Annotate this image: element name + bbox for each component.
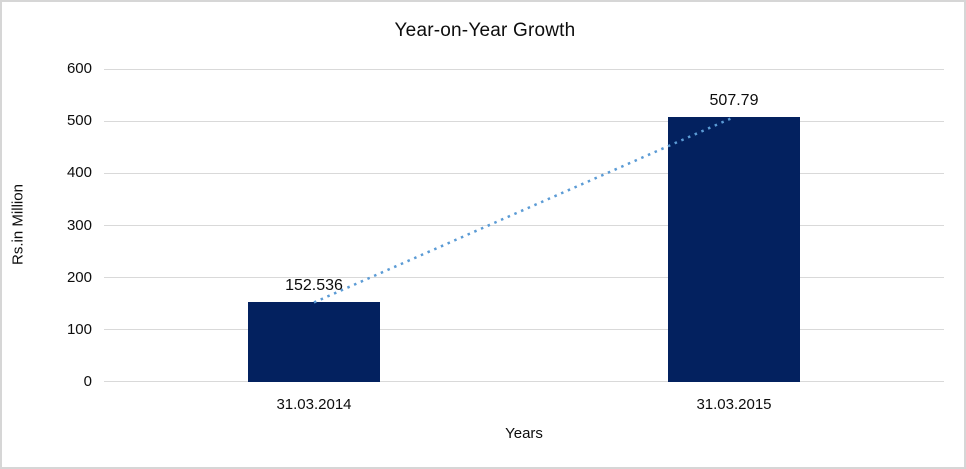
gridline (104, 277, 944, 279)
y-tick-label: 400 (66, 164, 92, 182)
y-tick-label: 300 (66, 216, 92, 234)
y-tick-label: 100 (66, 320, 92, 338)
gridline (104, 120, 944, 122)
bar-value-label: 152.536 (285, 277, 343, 295)
x-axis-line (104, 381, 944, 382)
x-tick-label: 31.03.2014 (276, 396, 352, 413)
bar-value-label: 507.79 (709, 92, 759, 110)
bar (668, 117, 800, 382)
trendline (313, 115, 735, 304)
gridline (104, 68, 944, 70)
x-axis-title: Years (505, 425, 543, 442)
bar (248, 302, 380, 382)
gridline (104, 329, 944, 331)
y-tick-label: 600 (66, 60, 92, 77)
gridline (104, 225, 944, 226)
y-axis-title: Rs.in Million (9, 184, 27, 265)
y-tick-label: 500 (66, 112, 92, 130)
y-tick-label: 0 (83, 373, 92, 390)
chart-title: Year-on-Year Growth (394, 20, 576, 41)
y-tick-label: 200 (66, 268, 92, 286)
gridline (104, 172, 944, 174)
plot-area: 152.536 507.79 (104, 68, 944, 382)
x-tick-label: 31.03.2015 (696, 396, 772, 413)
